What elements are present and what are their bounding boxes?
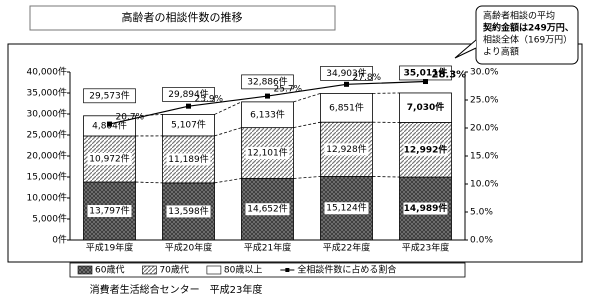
y2-tick-label: 15.0%	[470, 152, 499, 162]
value-label: 14,989件	[404, 202, 448, 214]
x-tick-label: 平成23年度	[402, 242, 449, 254]
value-label: 12,101件	[247, 147, 288, 159]
y2-tick-label: 10.0%	[470, 180, 499, 190]
connector	[294, 122, 321, 127]
total-label: 29,573件	[89, 89, 130, 101]
y-tick-label: 10,000件	[27, 192, 68, 204]
callout-text: 相談全体（169万円）	[483, 34, 572, 46]
legend-label: 80歳以上	[224, 264, 262, 276]
y-tick-label: 0件	[52, 234, 67, 246]
chart-title: 高齢者の相談件数の推移	[122, 10, 243, 24]
connector	[294, 176, 321, 178]
connector	[136, 182, 163, 183]
line-label: 27.8%	[353, 73, 382, 83]
source: 消費者生活総合センター 平成23年度	[90, 283, 263, 296]
legend-swatch	[207, 266, 221, 274]
y2-tick-label: 30.0%	[470, 68, 499, 78]
connector	[373, 176, 400, 177]
legend-swatch	[78, 266, 92, 274]
connector	[215, 128, 242, 136]
line-point	[344, 82, 349, 87]
y2-tick-label: 25.0%	[470, 96, 499, 106]
value-label: 6,133件	[250, 108, 285, 120]
legend-label: 70歳代	[159, 264, 188, 276]
legend-label: 60歳代	[95, 264, 124, 276]
line-label: 20.7%	[116, 113, 145, 123]
callout-pointer	[455, 40, 476, 58]
line-label: 28.3%	[432, 70, 467, 81]
y-tick-label: 5,000件	[32, 213, 67, 225]
value-label: 15,124件	[326, 202, 367, 214]
y2-tick-label: 20.0%	[470, 124, 499, 134]
line-label: 25.7%	[274, 85, 303, 95]
value-label: 11,189件	[168, 153, 209, 165]
y-tick-label: 35,000件	[27, 87, 68, 99]
line-point	[107, 122, 112, 127]
connector	[215, 178, 242, 182]
value-label: 5,107件	[171, 119, 206, 131]
value-label: 12,992件	[404, 143, 448, 155]
legend-swatch	[285, 268, 289, 272]
value-label: 14,652件	[247, 203, 288, 215]
y-tick-label: 15,000件	[27, 171, 68, 183]
line-label: 23.9%	[195, 95, 224, 105]
line-point	[186, 104, 191, 109]
callout-text: 高齢者相談の平均	[483, 10, 555, 22]
legend-label: 全相談件数に占める割合	[297, 264, 396, 276]
value-label: 13,598件	[168, 205, 209, 217]
value-label: 10,972件	[89, 153, 130, 165]
x-tick-label: 平成22年度	[323, 242, 370, 254]
x-tick-label: 平成19年度	[86, 242, 133, 254]
y2-tick-label: 0.0%	[470, 236, 493, 246]
connector	[294, 93, 321, 101]
value-label: 7,030件	[407, 101, 444, 113]
y-tick-label: 25,000件	[27, 129, 68, 141]
y2-tick-label: 5.0%	[470, 208, 493, 218]
y-tick-label: 20,000件	[27, 150, 68, 162]
legend-box	[70, 263, 465, 277]
y-tick-label: 40,000件	[27, 66, 68, 78]
x-tick-label: 平成20年度	[165, 242, 212, 254]
legend-swatch	[142, 266, 156, 274]
value-label: 13,797件	[89, 205, 130, 217]
value-label: 6,851件	[329, 101, 364, 113]
y-tick-label: 30,000件	[27, 108, 68, 120]
value-label: 12,928件	[326, 143, 367, 155]
callout-text: より高額	[483, 46, 519, 58]
x-tick-label: 平成21年度	[244, 242, 291, 254]
line-point	[423, 79, 428, 84]
line-point	[265, 94, 270, 99]
callout-text: 契約金額は249万円、	[482, 22, 574, 34]
